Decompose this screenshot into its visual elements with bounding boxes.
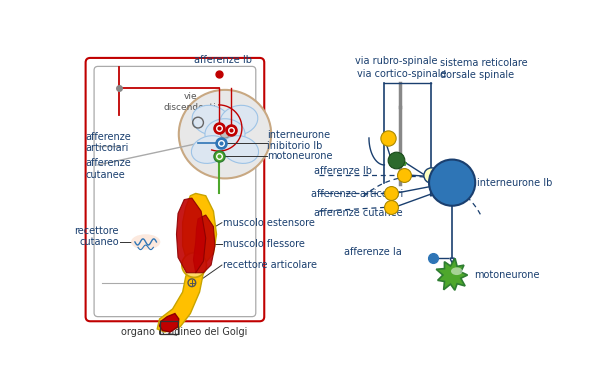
- Polygon shape: [193, 215, 215, 273]
- Ellipse shape: [205, 119, 245, 150]
- Ellipse shape: [192, 136, 228, 163]
- Text: muscolo estensore: muscolo estensore: [223, 218, 314, 228]
- Text: interneurone Ib: interneurone Ib: [477, 178, 552, 188]
- Polygon shape: [436, 258, 468, 290]
- Text: afferenze articolari: afferenze articolari: [311, 189, 404, 199]
- Circle shape: [182, 253, 207, 277]
- Ellipse shape: [179, 90, 271, 179]
- Polygon shape: [401, 160, 407, 166]
- Circle shape: [429, 160, 475, 206]
- Text: vie
discendenti: vie discendenti: [164, 92, 217, 112]
- Text: motoneurone: motoneurone: [474, 270, 539, 280]
- Text: afferenze Ib: afferenze Ib: [193, 55, 252, 65]
- Ellipse shape: [451, 268, 462, 275]
- Polygon shape: [177, 198, 205, 273]
- Text: afferenze Ia: afferenze Ia: [344, 247, 402, 257]
- Ellipse shape: [192, 105, 230, 135]
- Text: afferenze
cutanee: afferenze cutanee: [86, 158, 131, 180]
- Text: afferenze Ib: afferenze Ib: [313, 166, 371, 176]
- Polygon shape: [159, 314, 179, 332]
- Polygon shape: [183, 193, 216, 268]
- Text: via rubro-spinale: via rubro-spinale: [355, 55, 437, 66]
- Text: recettore
cutaneo: recettore cutaneo: [74, 226, 119, 247]
- Polygon shape: [157, 263, 204, 332]
- Ellipse shape: [220, 105, 258, 135]
- Text: sistema reticolare
dorsale spinale: sistema reticolare dorsale spinale: [440, 58, 528, 79]
- Text: interneurone
inibitorio Ib: interneurone inibitorio Ib: [267, 130, 331, 151]
- Ellipse shape: [220, 130, 229, 138]
- Ellipse shape: [131, 234, 161, 250]
- Text: recettore articolare: recettore articolare: [223, 260, 317, 270]
- Text: muscolo flessore: muscolo flessore: [223, 239, 304, 249]
- Text: afferenze cutanee: afferenze cutanee: [313, 209, 402, 218]
- Ellipse shape: [222, 136, 259, 163]
- Text: afferenze
articolari: afferenze articolari: [86, 132, 131, 154]
- Text: via cortico-spinale: via cortico-spinale: [358, 69, 447, 79]
- Text: organo tendineo del Golgi: organo tendineo del Golgi: [121, 327, 247, 337]
- Text: motoneurone: motoneurone: [267, 151, 333, 161]
